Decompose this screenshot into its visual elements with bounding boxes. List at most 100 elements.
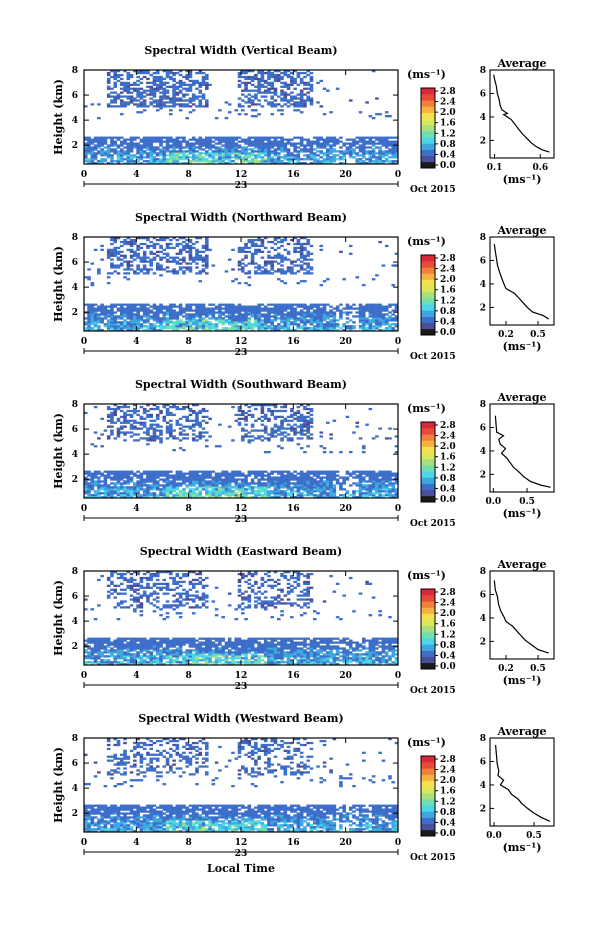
heatmap-cell xyxy=(368,494,373,497)
heatmap-cell xyxy=(221,329,225,332)
heatmap-cell xyxy=(106,325,111,328)
heatmap-cell xyxy=(142,250,147,253)
heatmap-cell xyxy=(312,482,317,485)
heatmap-cell xyxy=(218,445,222,448)
heatmap-cell xyxy=(116,160,121,163)
heatmap-cell xyxy=(205,260,209,263)
heatmap-cell xyxy=(159,323,163,326)
heatmap-cell xyxy=(185,87,189,90)
heatmap-cell xyxy=(87,160,91,163)
heatmap-cell xyxy=(296,482,301,485)
heatmap-cell xyxy=(273,237,278,240)
heatmap-cell xyxy=(283,156,288,159)
heatmap-cell xyxy=(178,417,183,420)
heatmap-cell xyxy=(244,311,248,314)
heatmap-cell xyxy=(254,311,258,314)
heatmap-cell xyxy=(93,307,98,310)
heatmap-cell xyxy=(165,138,170,141)
heatmap-cell xyxy=(142,103,147,106)
heatmap-cell xyxy=(260,405,265,409)
heatmap-cell xyxy=(119,405,124,409)
heatmap-cell xyxy=(254,321,258,324)
heatmap-cell xyxy=(116,70,121,73)
heatmap-cell xyxy=(391,303,396,306)
heatmap-cell xyxy=(178,313,183,316)
heatmap-cell xyxy=(165,409,170,413)
heatmap-cell xyxy=(260,77,265,81)
heatmap-cell xyxy=(201,258,206,261)
heatmap-cell xyxy=(169,470,173,473)
heatmap-cell xyxy=(247,238,252,242)
heatmap-cell xyxy=(162,101,167,104)
heatmap-cell xyxy=(227,158,232,161)
heatmap-cell xyxy=(293,103,297,106)
heatmap-cell xyxy=(335,150,340,153)
heatmap-cell xyxy=(218,136,222,139)
heatmap-cell xyxy=(149,476,153,479)
heatmap-cell xyxy=(195,262,199,265)
heatmap-cell xyxy=(191,321,196,324)
heatmap-cell xyxy=(303,482,307,485)
heatmap-cell xyxy=(316,496,320,499)
heatmap-cell xyxy=(260,150,265,153)
heatmap-cell xyxy=(231,303,235,306)
heatmap-cell xyxy=(326,488,330,491)
heatmap-cell xyxy=(286,325,291,328)
heatmap-cell xyxy=(205,73,209,77)
heatmap-cell xyxy=(270,146,275,149)
heatmap-cell xyxy=(231,317,235,320)
heatmap-cell xyxy=(103,470,108,473)
heatmap-cell xyxy=(126,160,131,163)
heatmap-cell xyxy=(84,158,88,161)
heatmap-cell xyxy=(381,138,386,141)
heatmap-cell xyxy=(299,244,304,248)
heatmap-cell xyxy=(326,486,330,489)
heatmap-cell xyxy=(123,419,127,422)
heatmap-cell xyxy=(198,91,203,94)
heatmap-cell xyxy=(237,482,242,485)
heatmap-cell xyxy=(188,79,193,83)
heatmap-cell xyxy=(348,150,353,153)
heatmap-cell xyxy=(273,415,278,419)
heatmap-cell xyxy=(169,154,173,157)
heatmap-cell xyxy=(211,323,216,326)
heatmap-cell xyxy=(133,404,137,407)
heatmap-cell xyxy=(250,258,255,261)
heatmap-cell xyxy=(205,75,209,79)
heatmap-cell xyxy=(312,311,317,314)
heatmap-cell xyxy=(237,85,242,88)
heatmap-cell xyxy=(299,81,304,85)
heatmap-cell xyxy=(306,264,310,267)
heatmap-cell xyxy=(90,303,95,306)
heatmap-cell xyxy=(296,73,301,77)
heatmap-cell xyxy=(159,492,163,495)
heatmap-cell xyxy=(263,425,268,428)
heatmap-cell xyxy=(368,490,373,493)
heatmap-cell xyxy=(231,280,235,283)
heatmap-cell xyxy=(155,75,160,79)
heatmap-cell xyxy=(205,256,209,259)
heatmap-cell xyxy=(139,258,144,261)
heatmap-cell xyxy=(165,144,170,147)
heatmap-cell xyxy=(267,256,271,259)
heatmap-cell xyxy=(188,482,193,485)
heatmap-cell xyxy=(214,160,219,163)
heatmap-cell xyxy=(139,97,144,100)
heatmap-cell xyxy=(283,431,288,434)
heatmap-cell xyxy=(348,319,353,322)
heatmap-cell xyxy=(185,77,189,81)
heatmap-cell xyxy=(201,486,206,489)
heatmap-cell xyxy=(195,81,199,85)
heatmap-cell xyxy=(185,329,189,332)
heatmap-cell xyxy=(106,472,111,475)
heatmap-cell xyxy=(205,307,209,310)
heatmap-cell xyxy=(362,327,366,330)
heatmap-cell xyxy=(362,144,366,147)
heatmap-cell xyxy=(133,160,137,163)
heatmap-cell xyxy=(352,307,356,310)
heatmap-cell xyxy=(159,160,163,163)
heatmap-cell xyxy=(322,305,327,308)
heatmap-cell xyxy=(244,327,248,330)
heatmap-cell xyxy=(388,136,392,139)
heatmap-cell xyxy=(191,492,196,495)
